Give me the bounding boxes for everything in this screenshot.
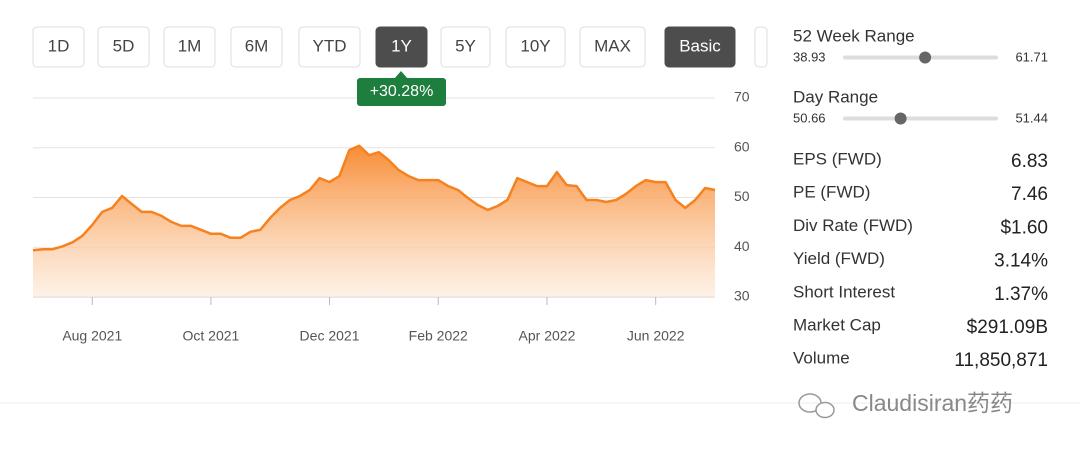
badge-text: +30.28% [370, 83, 434, 100]
stat-value: 6.83 [1011, 151, 1048, 172]
stat-label: EPS (FWD) [793, 149, 882, 168]
range-button[interactable] [440, 26, 491, 68]
x-tick-label: Oct 2021 [182, 328, 239, 344]
range-button-label[interactable]: 5Y [455, 36, 476, 55]
range-buttons: 1D 5D 1M 6M YTD 1Y 5Y 10Y MAX Basic [32, 26, 736, 68]
stat-label: PE (FWD) [793, 183, 870, 202]
stat-label: Yield (FWD) [793, 249, 885, 268]
stat-value: 1.37% [994, 284, 1048, 305]
x-tick-label: Feb 2022 [409, 328, 468, 344]
stat-value: $1.60 [1000, 217, 1048, 238]
price-area [33, 145, 715, 297]
range-button[interactable] [298, 26, 361, 68]
range-button-label[interactable]: 1D [48, 36, 70, 55]
stat-label: Short Interest [793, 282, 895, 301]
watermark-text: Claudisiran药药 [852, 390, 1013, 416]
range-button-label[interactable]: MAX [594, 36, 631, 55]
chart: 30 40 50 60 70 Aug 2021 Oct 2021 Dec 2021 Feb 20… [32, 89, 750, 344]
range-high: 61.71 [1015, 49, 1048, 64]
price-line [32, 144, 716, 252]
range-button-label[interactable]: YTD [313, 36, 347, 55]
y-tick-label: 50 [734, 188, 750, 204]
stats-panel: 52 Week Range 38.93 61.71 Day Range 50.66 51.… [793, 26, 1048, 371]
stat-label: Volume [793, 349, 850, 368]
stat-label: Div Rate (FWD) [793, 216, 913, 235]
watermark-icon [815, 401, 835, 419]
x-tick-label: Apr 2022 [519, 328, 576, 344]
y-tick-label: 70 [734, 89, 750, 105]
stat-value: 7.46 [1011, 184, 1048, 205]
watermark: Claudisiran药药 [798, 390, 1013, 419]
range-button-label[interactable]: 10Y [520, 36, 550, 55]
cut-off-button [754, 26, 768, 68]
y-tick-label: 40 [734, 238, 750, 254]
change-badge: +30.28% [357, 71, 446, 106]
range-button[interactable] [505, 26, 566, 68]
stat-label: Market Cap [793, 315, 881, 334]
range-button[interactable] [163, 26, 216, 68]
range-marker [894, 112, 907, 125]
badge-pointer [394, 71, 408, 79]
badge-box [357, 78, 446, 106]
stat-value: 3.14% [994, 251, 1048, 272]
x-tick-label: Aug 2021 [62, 328, 122, 344]
x-tick-label: Jun 2022 [627, 328, 685, 344]
range-button-label[interactable]: 5D [113, 36, 135, 55]
range-button-label[interactable]: Basic [679, 36, 721, 55]
range-button[interactable] [32, 26, 85, 68]
range-button-label[interactable]: 1M [178, 36, 202, 55]
y-tick-label: 60 [734, 138, 750, 154]
range-low: 50.66 [793, 110, 826, 125]
range-button[interactable] [97, 26, 150, 68]
range-button-label[interactable]: 1Y [391, 36, 412, 55]
range-label: 52 Week Range [793, 26, 915, 45]
range-button[interactable] [230, 26, 283, 68]
range-low: 38.93 [793, 49, 826, 64]
x-tick-label: Dec 2021 [300, 328, 360, 344]
range-button[interactable] [375, 26, 428, 68]
range-button-label[interactable]: 6M [245, 36, 269, 55]
stat-value: 11,850,871 [954, 350, 1048, 371]
range-marker [919, 51, 932, 64]
range-label: Day Range [793, 87, 878, 106]
range-high: 51.44 [1015, 110, 1048, 125]
stat-value: $291.09B [967, 317, 1048, 338]
y-tick-label: 30 [734, 288, 750, 304]
range-track [843, 116, 998, 121]
range-button[interactable] [664, 26, 736, 68]
range-button[interactable] [579, 26, 646, 68]
